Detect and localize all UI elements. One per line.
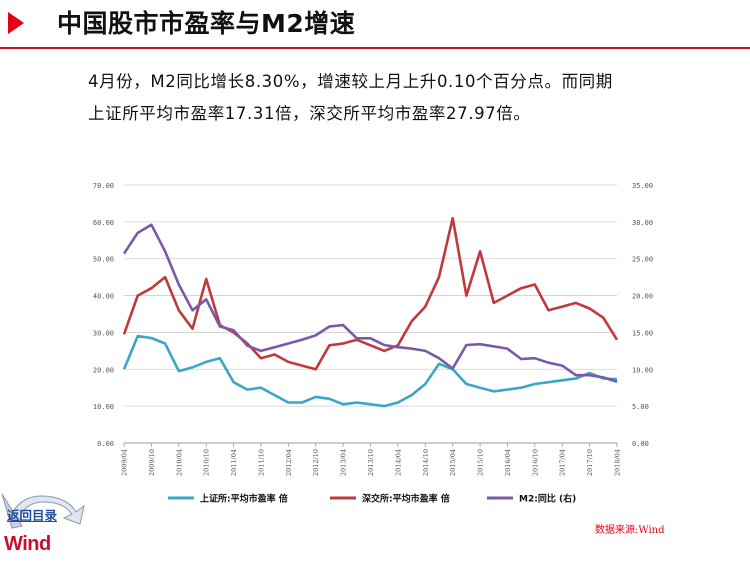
y-right-tick-label: 15.00 [632,329,653,337]
chart-series [122,216,619,408]
wind-logo: Wind [4,533,51,555]
y-left-tick-label: 10.00 [93,403,114,411]
x-tick-label: 2010/10 [203,449,211,476]
description-line-2: 上证所平均市盈率17.31倍，深交所平均市盈率27.97倍。 [88,104,531,123]
y-right-tick-label: 30.00 [632,219,653,227]
y-right-tick-label: 20.00 [632,293,653,301]
y-right-tick-label: 0.00 [632,440,649,448]
page-title: 中国股市市盈率与M2增速 [57,9,356,38]
x-tick-label: 2018/04 [614,449,622,476]
x-tick-label: 2012/04 [285,449,293,476]
back-to-contents-link[interactable]: 返回目录 [7,508,58,523]
y-left-tick-label: 40.00 [93,293,114,301]
x-tick-label: 2016/10 [531,449,539,476]
y-left-tick-label: 30.00 [93,329,114,337]
y-left-tick-label: 60.00 [93,219,114,227]
legend-label-3: M2:同比 (右) [519,493,576,505]
y-left-tick-label: 70.00 [93,182,114,190]
x-tick-label: 2009/04 [121,449,129,476]
x-tick-label: 2009/10 [148,449,156,476]
title-marker-icon [8,12,24,34]
y-left-tick-label: 0.00 [97,440,114,448]
left-y-axis: 0.00 10.00 20.00 30.00 40.00 50.00 60.00 70.00 [93,182,114,448]
x-tick-label: 2014/04 [394,449,402,476]
x-tick-label: 2012/10 [312,449,320,476]
back-arrow-icon[interactable] [0,488,90,558]
y-left-tick-label: 50.00 [93,256,114,264]
x-tick-label: 2011/10 [257,449,265,476]
x-tick-label: 2014/10 [422,449,430,476]
x-tick-label: 2013/04 [340,449,348,476]
description-line-1: 4月份，M2同比增长8.30%，增速较上月上升0.10个百分点。而同期 [88,72,613,91]
chart-legend: 上证所:平均市盈率 倍 深交所:平均市盈率 倍 M2:同比 (右) [168,493,576,505]
x-tick-label: 2016/04 [504,449,512,476]
x-tick-label: 2010/04 [175,449,183,476]
y-right-tick-label: 10.00 [632,366,653,374]
y-right-tick-label: 25.00 [632,256,653,264]
series-line-2 [122,216,619,371]
x-tick-label: 2015/10 [477,449,485,476]
legend-label-1: 上证所:平均市盈率 倍 [200,493,288,505]
right-y-axis: 0.00 5.00 10.00 15.00 20.00 25.00 30.00 35.00 [632,182,653,448]
x-tick-label: 2011/04 [230,449,238,476]
y-right-tick-label: 5.00 [632,403,649,411]
data-source: 数据来源:Wind [595,525,665,536]
x-tick-label: 2013/10 [367,449,375,476]
x-tick-label: 2017/10 [586,449,594,476]
series-line-1 [122,334,618,408]
x-tick-label: 2015/04 [449,449,457,476]
title-divider [0,47,750,49]
y-left-tick-label: 20.00 [93,366,114,374]
series-line-3 [122,223,618,384]
x-tick-label: 2017/04 [559,449,567,476]
y-right-tick-label: 35.00 [632,182,653,190]
legend-label-2: 深交所:平均市盈率 倍 [362,493,450,505]
description: 4月份，M2同比增长8.30%，增速较上月上升0.10个百分点。而同期 上证所平… [88,66,688,130]
x-axis: 2009/04 2009/10 2010/04 2010/10 2011/04 2011/… [121,443,622,476]
